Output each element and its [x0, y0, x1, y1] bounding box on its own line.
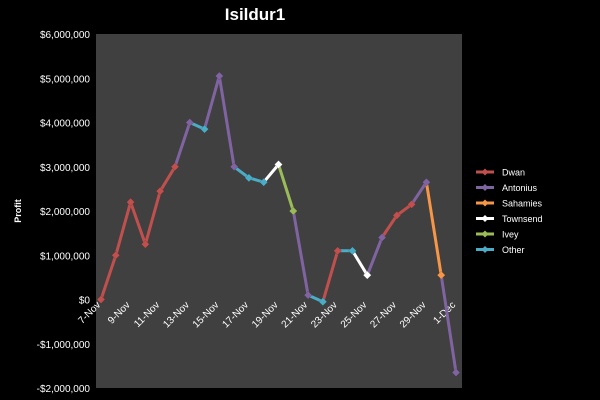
legend-swatch-marker — [481, 215, 489, 222]
legend: Dwan Antonius Sahamies Townsend Ivey Other — [476, 168, 543, 255]
data-point — [348, 246, 357, 256]
data-point — [274, 160, 283, 169]
data-points — [96, 71, 461, 377]
series-line-antonius — [439, 273, 458, 374]
data-point — [229, 162, 239, 172]
legend-swatch-marker — [481, 199, 489, 207]
data-point — [333, 246, 343, 256]
data-point — [200, 124, 209, 134]
legend-label: Antonius — [502, 183, 538, 193]
data-point — [422, 177, 431, 187]
series-line-townsend — [351, 249, 369, 277]
y-tick-label: -$2,000,000 — [37, 384, 91, 395]
y-tick-label: $5,000,000 — [40, 74, 90, 85]
legend-label: Sahamies — [502, 199, 543, 209]
data-point — [318, 297, 328, 307]
legend-swatch-marker — [481, 168, 489, 176]
data-point — [392, 211, 402, 220]
legend-label: Dwan — [502, 168, 525, 178]
y-axis-label: Profit — [13, 199, 23, 223]
y-tick-label: $3,000,000 — [40, 163, 90, 174]
data-point — [214, 71, 224, 81]
data-point — [96, 295, 106, 304]
legend-label: Ivey — [502, 230, 519, 240]
data-point — [407, 200, 416, 209]
chart-title: Isildur1 — [225, 5, 285, 24]
series-line-antonius — [291, 209, 310, 297]
data-point — [377, 233, 387, 242]
data-point — [185, 118, 195, 127]
data-point — [155, 186, 165, 196]
data-point — [451, 368, 461, 377]
legend-label: Other — [502, 245, 525, 255]
legend-label: Townsend — [502, 214, 543, 224]
legend-swatch-marker — [481, 184, 489, 191]
series-line-townsend — [262, 163, 280, 184]
series-line-sahamies — [424, 180, 443, 277]
y-tick-label: $1,000,000 — [40, 251, 90, 262]
y-tick-label: -$1,000,000 — [37, 340, 91, 351]
data-point — [288, 206, 298, 216]
data-point — [141, 239, 150, 249]
series-line-antonius — [365, 236, 384, 277]
legend-swatch-marker — [481, 246, 489, 253]
legend-swatch-marker — [481, 230, 489, 238]
data-point — [244, 173, 254, 183]
y-tick-label: $6,000,000 — [40, 30, 90, 41]
plot-area — [96, 34, 462, 388]
data-point — [436, 270, 446, 280]
data-point — [126, 197, 135, 207]
series-line-dwan — [321, 249, 340, 304]
series-line-antonius — [173, 121, 192, 169]
data-point — [111, 250, 121, 260]
y-tick-label: $2,000,000 — [40, 207, 90, 218]
y-tick-label: $4,000,000 — [40, 119, 90, 130]
series-line-antonius — [410, 180, 428, 206]
data-point — [362, 270, 372, 280]
y-tick-label: $0 — [79, 296, 91, 307]
data-point — [170, 162, 180, 172]
data-point — [259, 177, 269, 187]
series-line-ivey — [277, 163, 295, 213]
y-axis-ticks: -$2,000,000 -$1,000,000 $0 $1,000,000 $2,000… — [37, 30, 91, 395]
data-point — [303, 290, 313, 300]
series-line-dwan — [99, 165, 177, 301]
